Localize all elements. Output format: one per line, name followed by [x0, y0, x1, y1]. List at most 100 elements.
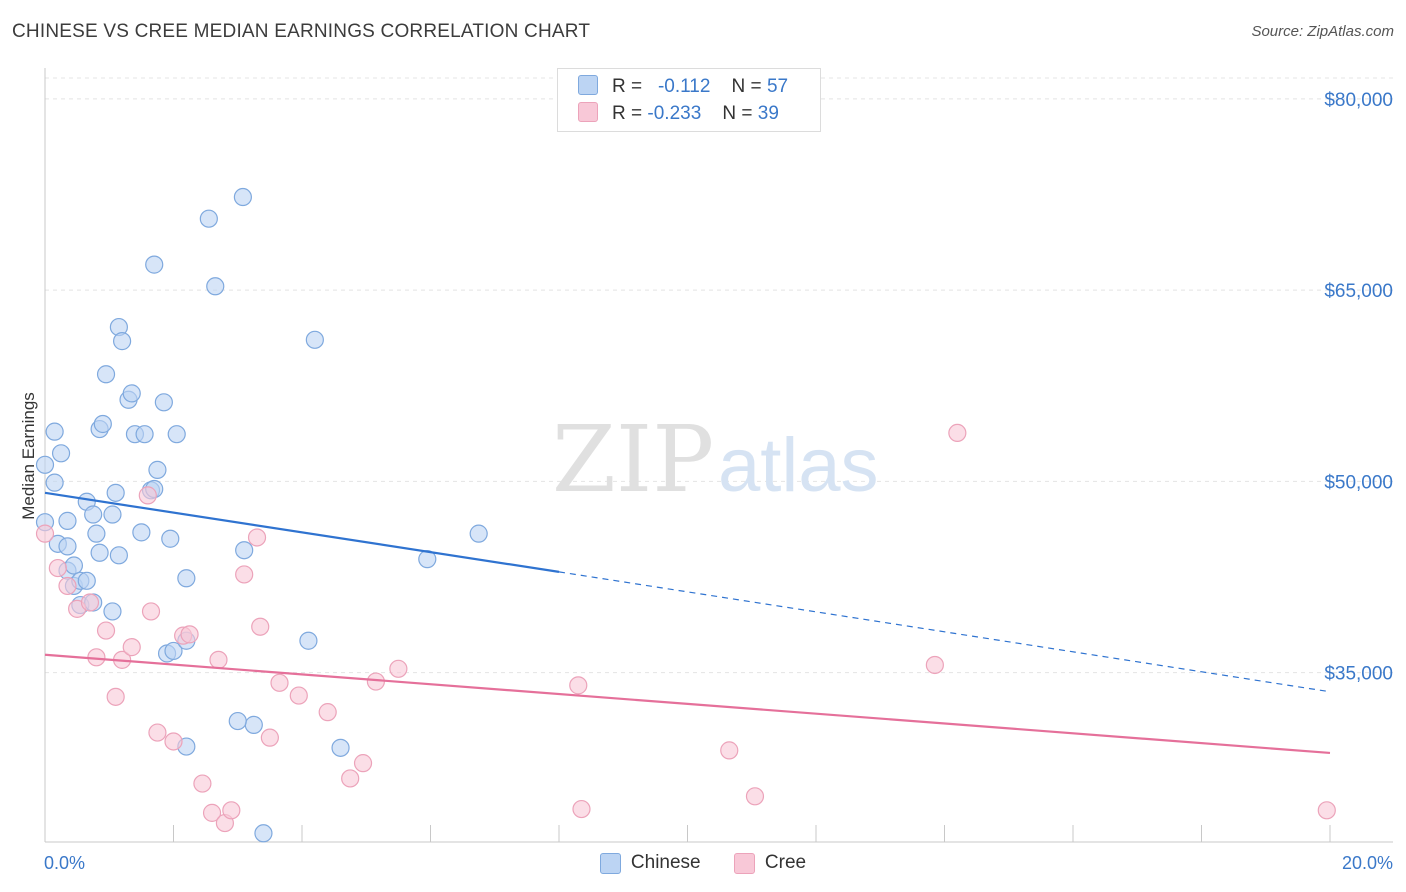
chinese-point: [35, 455, 55, 474]
cree-point: [202, 803, 222, 822]
chinese-point: [93, 414, 112, 434]
chinese-point: [122, 384, 141, 403]
chinese-point: [64, 556, 84, 575]
cree-point: [193, 774, 212, 793]
chinese-point: [148, 460, 167, 479]
watermark-zip: ZIP: [552, 406, 714, 513]
cree-point: [569, 676, 588, 695]
cree-point: [247, 528, 267, 547]
chinese-point: [244, 715, 263, 734]
cree-point: [209, 650, 228, 669]
chinese-point: [145, 255, 164, 274]
y-tick-label: $80,000: [1324, 90, 1393, 111]
cree-point: [251, 617, 270, 636]
chinese-point: [161, 529, 180, 548]
chinese-point: [96, 365, 116, 384]
chinese-point: [106, 483, 125, 502]
chinese-point: [135, 425, 154, 444]
legend-swatch-cree: [733, 852, 755, 874]
legend-n-value: 57: [766, 76, 789, 97]
cree-point: [318, 703, 337, 722]
x-tick-label: 0.0%: [44, 853, 85, 873]
tick-labels: $35,000 $50,000 $65,000 $80,000 0.0% 20.0%: [44, 90, 1393, 873]
chinese-point: [90, 543, 109, 562]
axes: [44, 68, 1393, 843]
cree-point: [222, 801, 241, 820]
watermark-atlas: atlas: [718, 423, 879, 508]
chinese-point: [469, 524, 488, 543]
chinese-point: [305, 330, 324, 349]
legend-r-value: -0.233: [647, 103, 702, 124]
legend-label-chinese: Chinese: [630, 852, 701, 873]
trend-lines: [44, 491, 1331, 755]
cree-point: [341, 769, 360, 788]
cree-point: [572, 799, 591, 819]
chinese-point: [45, 473, 64, 492]
chinese-point: [199, 209, 218, 228]
cree-point: [58, 576, 77, 596]
cree-point: [122, 638, 141, 657]
cree-point: [138, 486, 157, 505]
y-tick-label: $35,000: [1324, 664, 1393, 685]
cree-point: [180, 625, 199, 644]
chinese-point: [299, 631, 318, 650]
cree-trend-line: [44, 653, 1331, 755]
cree-point: [720, 741, 739, 760]
chinese-point: [177, 569, 196, 588]
cree-point: [389, 659, 408, 678]
cree-point: [35, 524, 55, 543]
legend-swatch-chinese: [578, 75, 598, 95]
chinese-point: [235, 541, 254, 560]
cree-point: [164, 732, 183, 751]
gridlines: [45, 77, 1393, 674]
chinese-point: [103, 602, 122, 621]
cree-point: [48, 558, 67, 578]
legend-item-chinese[interactable]: Chinese: [599, 852, 701, 874]
y-axis-label: Median Earnings: [19, 392, 38, 520]
chinese-trend-line: [44, 491, 560, 573]
chinese-point: [164, 641, 183, 661]
legend-label-cree: Cree: [764, 852, 807, 873]
cree-point: [148, 723, 167, 742]
chinese-point: [87, 524, 106, 543]
cree-point: [948, 423, 967, 443]
legend-swatch-chinese: [599, 852, 621, 874]
legend-n-label: N =: [722, 103, 753, 124]
legend-r-label: R =: [612, 103, 643, 124]
legend-n-label: N =: [731, 76, 762, 97]
cree-point: [96, 621, 116, 640]
cree-point: [353, 754, 373, 773]
chinese-point: [233, 187, 252, 207]
chinese-point: [331, 738, 350, 757]
chinese-trend-extension: [558, 571, 1331, 693]
cree-point: [925, 655, 944, 675]
legend-row-cree: R = -0.233 N = 39: [578, 102, 779, 126]
chinese-point: [254, 824, 273, 843]
chinese-point: [103, 505, 122, 524]
legend-swatch-cree: [578, 102, 598, 122]
source-label: Source: ZipAtlas.com: [1251, 23, 1394, 40]
chinese-point: [45, 422, 64, 441]
cree-point: [745, 787, 765, 806]
chinese-point: [109, 546, 128, 565]
legend-r-label: R =: [612, 76, 643, 97]
chinese-point: [112, 332, 132, 351]
series-legend: Chinese Cree: [0, 852, 1406, 880]
legend-item-cree[interactable]: Cree: [733, 852, 807, 874]
chinese-point: [206, 277, 225, 296]
cree-point: [260, 728, 279, 747]
chinese-point: [132, 523, 151, 542]
chinese-point: [58, 511, 77, 530]
chinese-point: [84, 505, 103, 524]
chinese-point: [228, 711, 247, 731]
chinese-point: [58, 537, 77, 556]
chinese-point: [154, 393, 173, 412]
x-tick-label: 20.0%: [1342, 853, 1393, 873]
cree-point: [80, 593, 100, 612]
cree-point: [141, 602, 161, 621]
cree-point: [1317, 801, 1336, 820]
chinese-point: [51, 444, 71, 463]
cree-point: [106, 687, 125, 706]
chinese-point: [77, 571, 96, 590]
